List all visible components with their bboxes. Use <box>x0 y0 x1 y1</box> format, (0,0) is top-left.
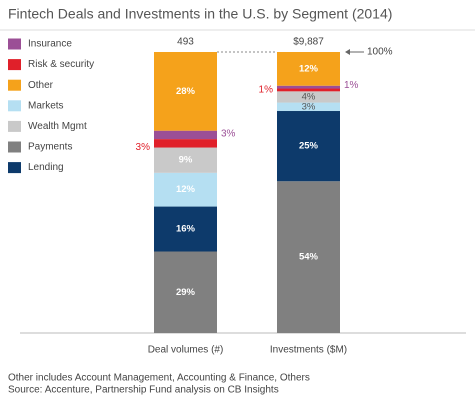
bar-segment <box>277 52 340 86</box>
value-label: 25% <box>299 141 319 152</box>
x-tick-label: Deal volumes (#) <box>148 345 224 356</box>
value-label: 28% <box>176 86 196 97</box>
x-tick-label: Investments ($M) <box>270 345 347 356</box>
legend-label: Markets <box>28 100 64 111</box>
value-label: 29% <box>176 287 196 298</box>
legend-swatch <box>8 141 21 153</box>
legend-label: Risk & security <box>28 59 94 70</box>
value-label: 12% <box>176 184 196 195</box>
value-label: 3% <box>136 142 151 153</box>
bar-segment <box>277 111 340 182</box>
bar-segment <box>277 102 340 112</box>
value-label: 12% <box>299 63 319 74</box>
total-label: $9,887 <box>293 37 324 48</box>
value-label: 1% <box>259 85 274 96</box>
total-label: 493 <box>177 37 194 48</box>
legend-swatch <box>8 59 21 71</box>
legend-label: Wealth Mgmt <box>28 121 87 132</box>
legend-swatch <box>8 38 21 50</box>
bar-segment <box>154 52 217 131</box>
bar-segment <box>277 91 340 103</box>
legend-swatch <box>8 120 21 132</box>
bar-segment <box>277 88 340 92</box>
bar-segment <box>277 181 340 333</box>
legend-swatch <box>8 79 21 91</box>
bar-segment <box>154 147 217 173</box>
bar-segment <box>154 206 217 252</box>
annotation: 100% <box>367 47 393 58</box>
bar-segment <box>154 139 217 148</box>
annotation-arrowhead <box>345 49 350 55</box>
bar-segment <box>277 85 340 89</box>
legend-swatch <box>8 100 21 112</box>
value-label: 1% <box>344 80 359 91</box>
legend-label: Payments <box>28 142 72 153</box>
value-label: 4% <box>302 91 316 102</box>
legend-swatch <box>8 162 21 174</box>
value-label: 9% <box>179 155 193 166</box>
value-label: 3% <box>302 101 316 112</box>
bar-segment <box>154 251 217 333</box>
value-label: 16% <box>176 224 196 235</box>
bar-segment <box>154 172 217 207</box>
note: Source: Accenture, Partnership Fund anal… <box>8 385 279 396</box>
chart-title: Fintech Deals and Investments in the U.S… <box>8 6 392 22</box>
legend-label: Lending <box>28 162 64 173</box>
value-label: 3% <box>221 129 236 140</box>
value-label: 54% <box>299 252 319 263</box>
legend-label: Insurance <box>28 39 72 50</box>
note: Other includes Account Management, Accou… <box>8 373 310 384</box>
bar-segment <box>154 130 217 140</box>
legend-label: Other <box>28 80 54 91</box>
